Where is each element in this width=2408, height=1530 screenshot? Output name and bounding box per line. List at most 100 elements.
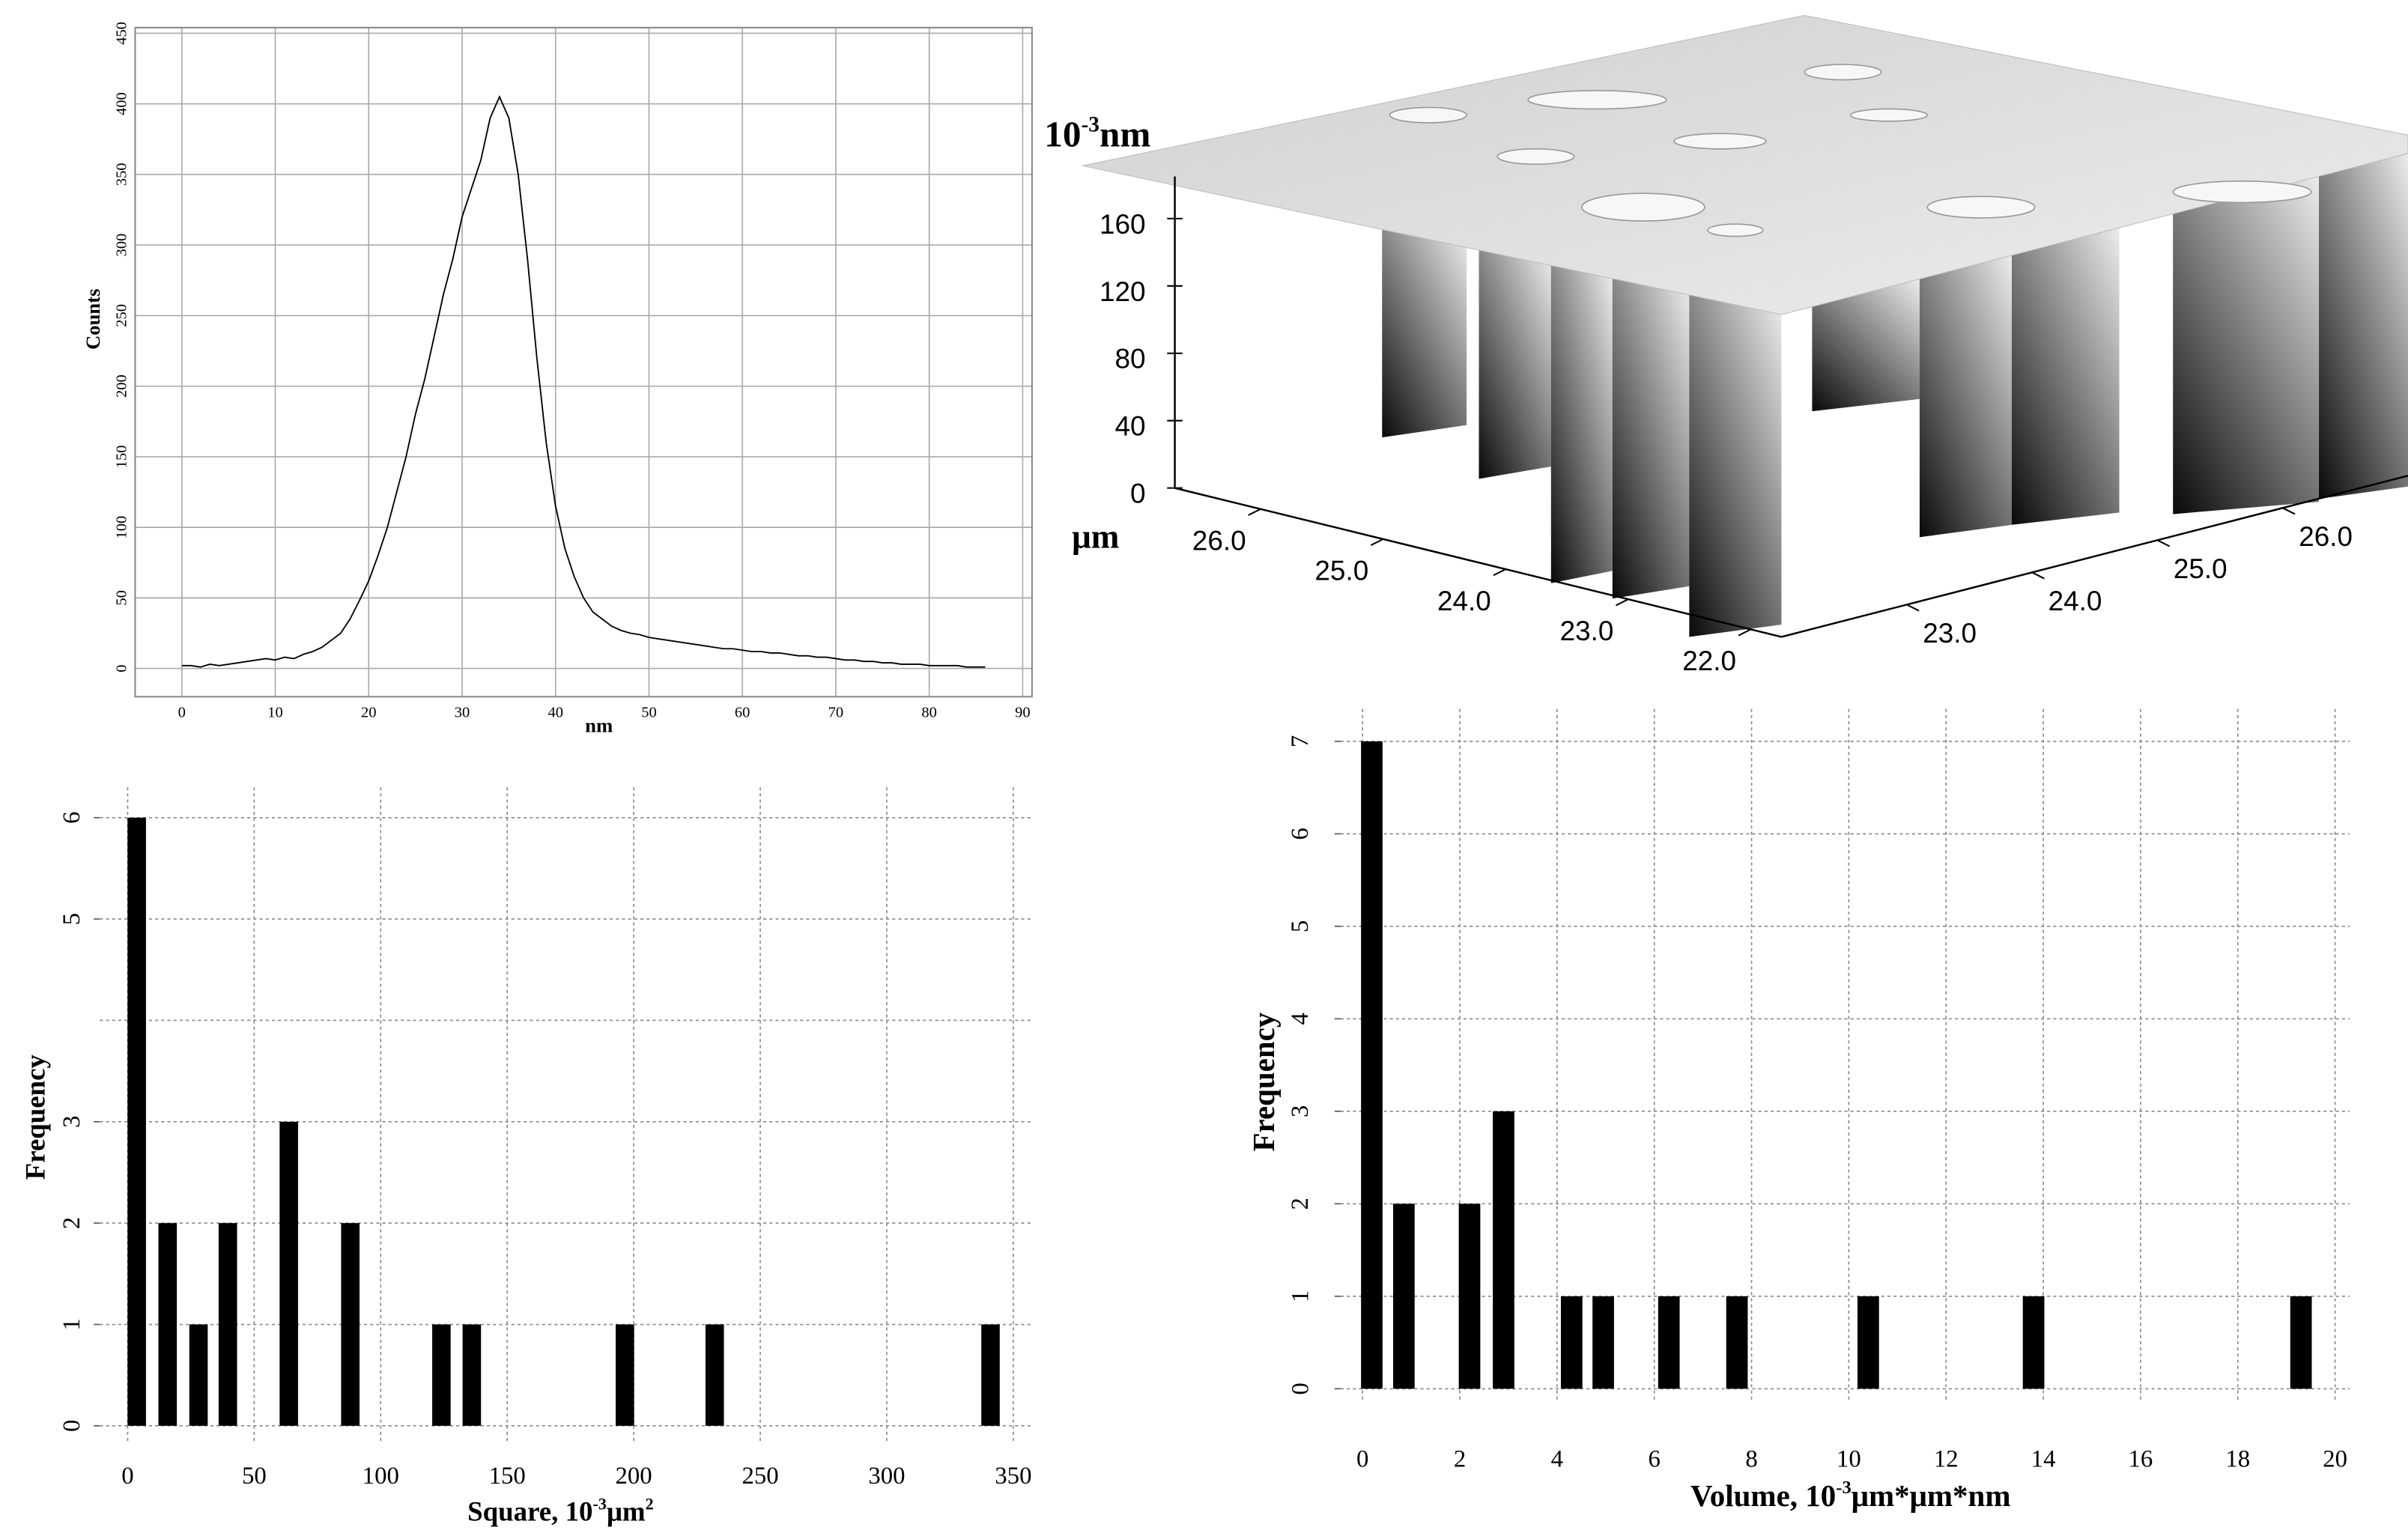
- x-tick-label: 8: [1745, 1445, 1757, 1472]
- y-tick-label: 2: [58, 1217, 85, 1229]
- x-axis-label-part: -3: [1836, 1478, 1851, 1498]
- x-tick-label: 40: [548, 705, 562, 721]
- x-axis-label-part: Volume, 10: [1690, 1478, 1836, 1513]
- x-axis-label-part: μm: [607, 1496, 646, 1527]
- x-tick-label: 70: [828, 705, 843, 721]
- y-tick: [2032, 572, 2044, 578]
- y-tick-label: 0: [1287, 1382, 1314, 1394]
- y-tick-label: 7: [1287, 735, 1314, 747]
- x-tick-label: 20: [2323, 1445, 2347, 1472]
- surface-pit: [2173, 181, 2311, 203]
- z-axis-label-part: nm: [1100, 114, 1150, 155]
- x-tick-label: 6: [1649, 1445, 1661, 1472]
- y-tick-label: 200: [114, 374, 130, 398]
- surface-column-shade: [1920, 252, 2012, 537]
- x-tick-label: 25.0: [1314, 556, 1368, 586]
- bar: [341, 1223, 360, 1426]
- x-tick-label: 24.0: [1437, 586, 1491, 616]
- x-tick-label: 60: [735, 705, 750, 721]
- y-tick-label: 100: [114, 516, 130, 539]
- x-tick-label: 350: [995, 1463, 1031, 1490]
- y-tick: [2157, 540, 2169, 546]
- x-tick-label: 250: [741, 1463, 778, 1490]
- surface-pit: [1708, 224, 1763, 236]
- x-tick-label: 10: [267, 705, 282, 721]
- x-tick: [1249, 509, 1261, 515]
- surface-column-shade: [1382, 229, 1467, 437]
- xy-axis-label: μm: [1072, 518, 1119, 556]
- z-tick-label: 40: [1115, 411, 1146, 442]
- x-tick-label: 200: [616, 1463, 652, 1490]
- z-axis-label-part: -3: [1081, 112, 1100, 136]
- z-axis-label-part: 10: [1044, 114, 1081, 155]
- bar: [1459, 1203, 1481, 1388]
- bar: [219, 1223, 237, 1426]
- y-tick-label: 400: [114, 92, 130, 115]
- surface-pit: [1390, 107, 1467, 122]
- y-tick-label: 6: [58, 812, 85, 824]
- y-tick-label: 0: [58, 1420, 85, 1432]
- x-tick-label: 90: [1015, 705, 1030, 721]
- x-axis-label-part: Square, 10: [467, 1496, 592, 1527]
- x-axis-label-part: -3: [593, 1494, 607, 1513]
- surface-column-shade: [1479, 250, 1551, 479]
- y-axis-label: Frequency: [20, 1054, 51, 1180]
- y-tick-label: 26.0: [2299, 521, 2353, 552]
- surface-pit: [1528, 91, 1667, 109]
- y-tick-label: 24.0: [2048, 586, 2102, 616]
- surface-pit: [1497, 149, 1574, 164]
- y-tick-label: 5: [1287, 920, 1314, 932]
- y-tick-label: 450: [114, 22, 130, 45]
- x-axis-label-part: μm*μm*nm: [1852, 1478, 2011, 1513]
- x-tick-label: 16: [2129, 1445, 2153, 1472]
- data-line: [182, 97, 986, 667]
- y-tick: [1907, 604, 1919, 610]
- y-tick-label: 300: [114, 234, 130, 257]
- y-tick-label: 1: [58, 1318, 85, 1330]
- x-tick-label: 18: [2225, 1445, 2250, 1472]
- surface-column-shade: [2319, 146, 2408, 499]
- x-tick-label: 2: [1454, 1445, 1466, 1472]
- bar: [616, 1325, 634, 1426]
- x-tick: [1371, 539, 1383, 545]
- bar: [432, 1325, 451, 1426]
- x-tick-label: 30: [455, 705, 470, 721]
- y-tick-label: 23.0: [1923, 618, 1977, 649]
- z-tick-label: 160: [1100, 209, 1146, 240]
- y-tick: [2283, 508, 2295, 514]
- x-tick-label: 22.0: [1682, 646, 1736, 676]
- y-tick-label: 3: [58, 1116, 85, 1128]
- x-tick-label: 0: [1356, 1445, 1368, 1472]
- bar: [189, 1325, 208, 1426]
- surface-column-shade: [1551, 266, 1613, 583]
- bar: [463, 1325, 482, 1426]
- y-tick-label: 3: [1287, 1105, 1314, 1117]
- bar: [1726, 1296, 1748, 1388]
- z-tick-label: 80: [1115, 344, 1146, 374]
- x-tick: [1493, 569, 1505, 575]
- bar: [279, 1122, 298, 1426]
- x-tick-label: 300: [868, 1463, 905, 1490]
- surface-pit: [1582, 193, 1705, 221]
- plot-frame: [100, 787, 1034, 1441]
- x-tick-label: 4: [1551, 1445, 1563, 1472]
- x-axis-label: Square, 10-3μm2: [467, 1494, 654, 1527]
- x-tick-label: 10: [1837, 1445, 1861, 1472]
- bar: [1393, 1203, 1415, 1388]
- x-axis-label: nm: [585, 714, 613, 736]
- y-tick-label: 4: [1287, 1013, 1314, 1024]
- y-tick-label: 350: [114, 163, 130, 186]
- y-tick-label: 0: [114, 664, 130, 672]
- bar: [1493, 1111, 1514, 1388]
- y-tick-label: 25.0: [2174, 553, 2227, 584]
- plot-frame: [1341, 709, 2350, 1403]
- z-tick-label: 0: [1130, 479, 1146, 509]
- surface-column-shade: [2012, 224, 2120, 525]
- bar: [2023, 1296, 2045, 1388]
- bar: [706, 1325, 724, 1426]
- x-tick-label: 12: [1934, 1445, 1959, 1472]
- x-tick-label: 100: [363, 1463, 399, 1490]
- y-tick-label: 250: [114, 304, 130, 327]
- bar: [981, 1325, 1000, 1426]
- figure: 0102030405060708090050100150200250300350…: [0, 0, 2408, 1530]
